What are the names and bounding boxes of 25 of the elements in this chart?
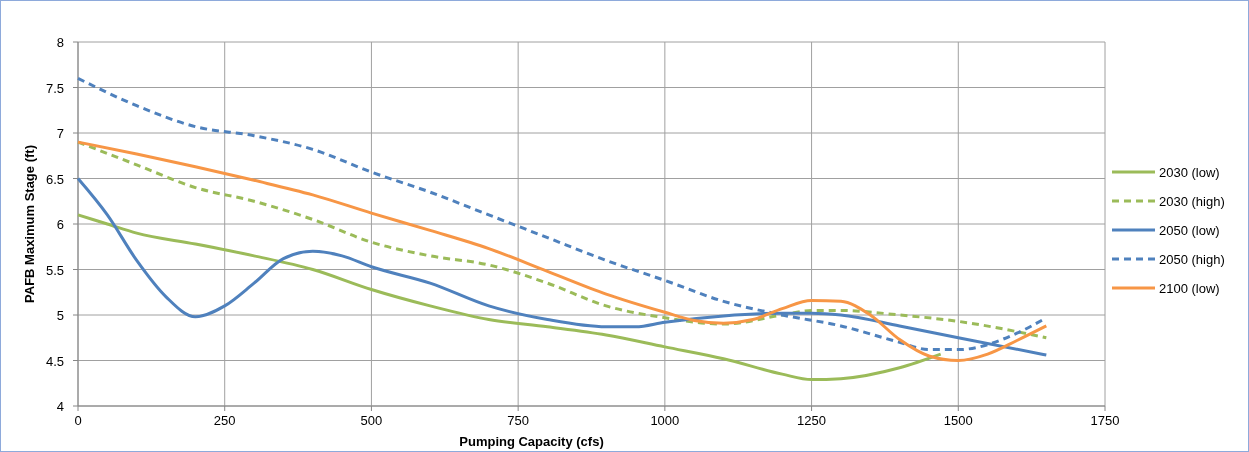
y-axis-title: PAFB Maximum Stage (ft) xyxy=(22,145,37,303)
x-tick-label: 0 xyxy=(74,413,82,428)
y-tick-label: 5 xyxy=(56,308,64,323)
y-tick-label: 8 xyxy=(56,35,64,50)
x-tick-label: 1500 xyxy=(943,413,973,428)
x-tick-label: 750 xyxy=(507,413,529,428)
y-tick-label: 4 xyxy=(56,399,64,414)
x-tick-label: 1750 xyxy=(1090,413,1120,428)
y-tick-label: 6.5 xyxy=(45,171,64,187)
legend-label: 2050 (low) xyxy=(1159,223,1220,238)
x-tick-label: 500 xyxy=(360,413,383,428)
y-tick-label: 7.5 xyxy=(45,80,64,96)
x-tick-label: 250 xyxy=(213,413,236,428)
legend-label: 2030 (low) xyxy=(1159,165,1220,180)
legend-label: 2030 (high) xyxy=(1159,194,1225,209)
y-tick-label: 7 xyxy=(56,126,64,141)
x-tick-label: 1250 xyxy=(797,413,827,428)
x-axis-title: Pumping Capacity (cfs) xyxy=(459,434,604,449)
y-tick-label: 5.5 xyxy=(45,262,64,278)
x-tick-label: 1000 xyxy=(650,413,680,428)
line-series xyxy=(76,213,943,382)
legend-label: 2050 (high) xyxy=(1159,252,1225,267)
y-tick-label: 4.5 xyxy=(45,353,64,369)
y-tick-label: 6 xyxy=(56,217,64,232)
legend-label: 2100 (low) xyxy=(1159,281,1220,296)
